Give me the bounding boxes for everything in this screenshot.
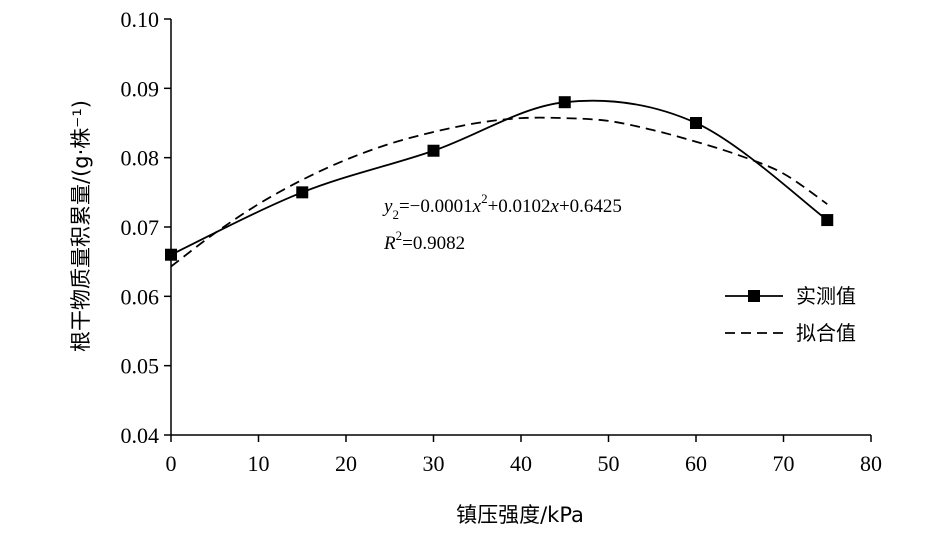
eq-part3: +0.6425	[559, 196, 622, 217]
x-tick-label: 70	[773, 451, 795, 476]
r2-text: R2=0.9082	[383, 228, 465, 254]
y-tick-label: 0.08	[121, 146, 160, 171]
plot-area	[165, 96, 834, 268]
x-tick-label: 80	[860, 451, 882, 476]
fit-equation-text: y2=−0.0001x2+0.0102x+0.6425	[382, 191, 622, 222]
eq-exp: 2	[481, 191, 488, 206]
y-tick-label: 0.07	[121, 215, 160, 240]
fit-equation: y2=−0.0001x2+0.0102x+0.6425 R2=0.9082	[382, 191, 622, 254]
measured-line	[170, 99, 828, 256]
x-axis-title: 镇压强度/kPa	[456, 503, 584, 527]
eq-part2: +0.0102	[488, 196, 551, 217]
x-tick-label: 50	[598, 451, 620, 476]
eq-x2: x	[550, 196, 560, 217]
measured-point	[296, 186, 309, 199]
fitted-line	[170, 116, 828, 268]
eq-part1: =−0.0001	[399, 196, 473, 217]
legend: 实测值 拟合值	[725, 284, 856, 345]
r2-var: R	[383, 233, 396, 254]
y-tick-label: 0.04	[121, 423, 160, 448]
x-tick-label: 0	[166, 451, 177, 476]
measured-point	[427, 144, 440, 157]
eq-x1: x	[472, 196, 482, 217]
legend-measured-label: 实测值	[796, 284, 856, 308]
y-tick-label: 0.06	[121, 284, 160, 309]
x-tick-label: 10	[248, 451, 270, 476]
x-tick-label: 60	[685, 451, 707, 476]
measured-point	[558, 96, 571, 109]
eq-var: y	[382, 196, 393, 217]
y-tick-label: 0.10	[121, 7, 160, 32]
x-tick-label: 20	[335, 451, 357, 476]
y-tick-label: 0.09	[121, 76, 160, 101]
axes	[164, 18, 872, 442]
measured-point	[821, 214, 834, 227]
measured-point	[690, 117, 702, 129]
tick-labels: 0 10 20 30 40 50 60 70 80 0.04 0.05 0.06 0.07 0.08 0.0…	[121, 7, 883, 476]
r2-value: =0.9082	[402, 233, 465, 254]
y-tick-label: 0.05	[121, 354, 160, 379]
eq-var-sub: 2	[392, 207, 399, 222]
r2-exp: 2	[396, 228, 403, 243]
x-tick-label: 30	[423, 451, 445, 476]
y-axis-title: 根干物质量积累量/(g·株⁻¹)	[69, 100, 93, 352]
legend-fitted-label: 拟合值	[796, 321, 856, 345]
legend-measured-marker	[748, 290, 760, 302]
x-tick-label: 40	[510, 451, 532, 476]
